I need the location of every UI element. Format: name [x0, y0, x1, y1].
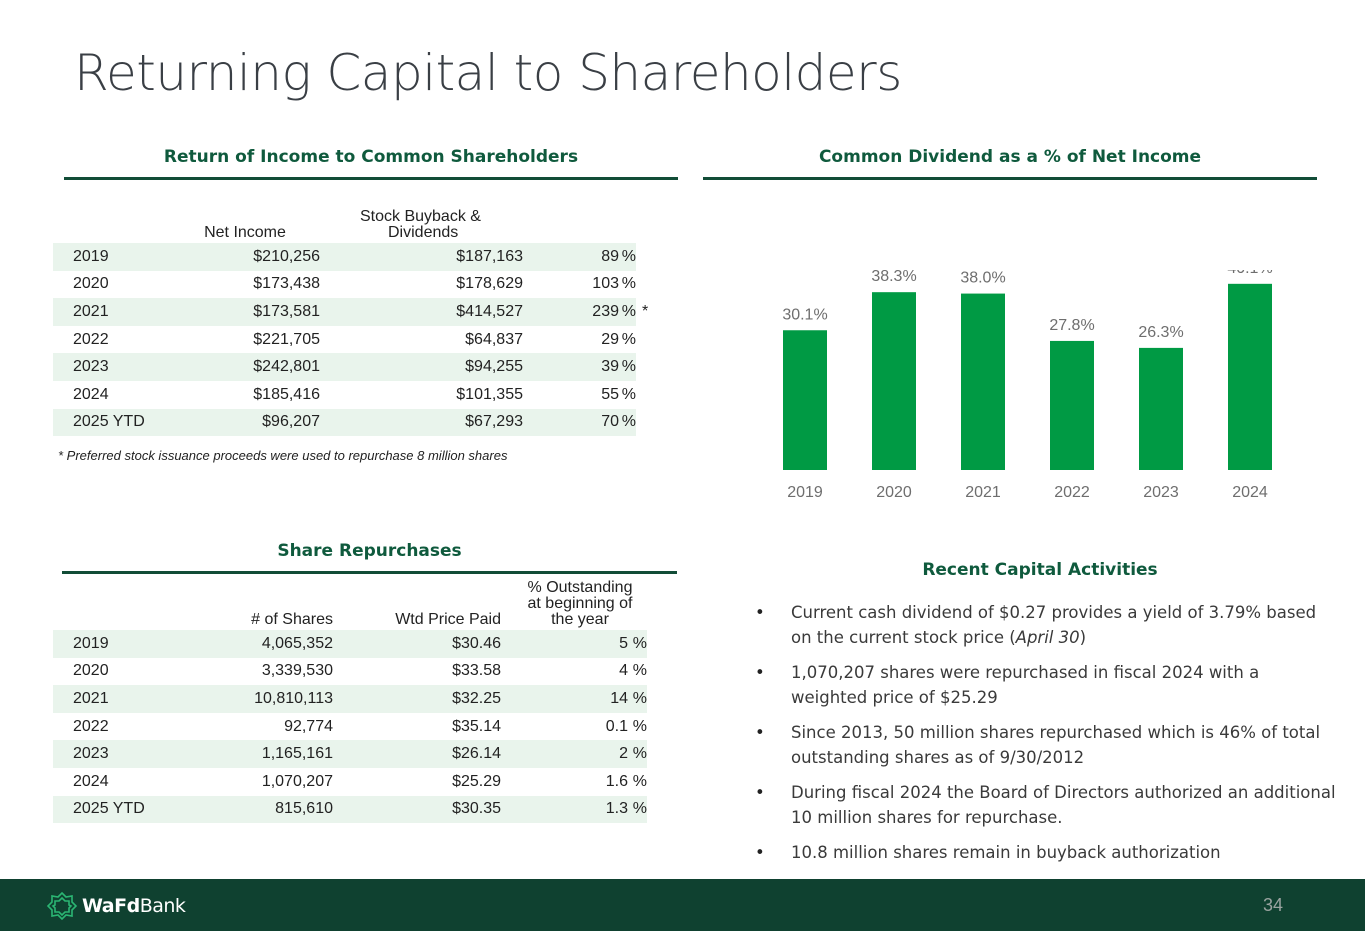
table-row: 2024 1,070,207 $25.29 1.6 % [73, 772, 647, 790]
list-item: • Since 2013, 50 million shares repurcha… [750, 720, 1340, 770]
return-income-heading: Return of Income to Common Shareholders [163, 147, 579, 167]
return-income-table: Net Income Stock Buyback & Dividends 201… [53, 206, 661, 437]
table-row: 2023 1,165,161 $26.14 2 % [53, 740, 647, 768]
bar-2021 [961, 293, 1005, 470]
dividend-bar-chart: 30.1% 2019 38.3% 2020 38.0% 2021 27.8% 2022 26.3… [782, 270, 1272, 501]
table-row: 2021 10,810,113 $32.25 14 % [53, 685, 647, 713]
dividend-chart-rule [703, 177, 1317, 180]
list-item: • 1,070,207 shares were repurchased in f… [750, 660, 1340, 710]
list-item: • 10.8 million shares remain in buyback … [750, 840, 1340, 865]
bullet-icon: • [755, 723, 765, 742]
table-row: 2022 $221,705 $64,837 29 % [73, 330, 636, 348]
return-income-rule [64, 177, 678, 180]
data-label-2022: 27.8% [1049, 317, 1094, 334]
share-repurchases-heading: Share Repurchases [277, 541, 462, 561]
x-tick-2022: 2022 [1054, 484, 1090, 501]
bullet-icon: • [755, 843, 765, 862]
col-header-buyback: Stock Buyback & Dividends [360, 208, 481, 241]
col-header-net-income: Net Income [204, 224, 286, 241]
share-repurchases-rule [62, 571, 677, 574]
data-label-2021: 38.0% [960, 270, 1005, 287]
bar-2023 [1139, 347, 1183, 470]
data-label-2023: 26.3% [1138, 324, 1183, 341]
col-header-shares: # of Shares [251, 611, 333, 628]
x-tick-2021: 2021 [965, 484, 1001, 501]
bullet-icon: • [755, 663, 765, 682]
bar-2019 [783, 330, 827, 470]
bar-2022 [1050, 340, 1094, 470]
table-row: 2022 92,774 $35.14 0.1 % [73, 717, 647, 735]
footer-bar: WaFdBank 34 [0, 879, 1365, 931]
x-tick-2019: 2019 [787, 484, 823, 501]
list-item: • Current cash dividend of $0.27 provide… [750, 600, 1340, 650]
data-label-2020: 38.3% [871, 270, 916, 285]
table-row: 2020 3,339,530 $33.58 4 % [73, 662, 647, 680]
footnote: * Preferred stock issuance proceeds were… [58, 448, 508, 463]
bar-2020 [872, 292, 916, 470]
table-row: 2025 YTD $96,207 $67,293 70 % [53, 408, 661, 437]
bar-2024 [1228, 283, 1272, 470]
footnote-marker: * [642, 302, 649, 320]
bullet-icon: • [755, 783, 765, 802]
page-title: Returning Capital to Shareholders [74, 44, 902, 102]
table-row: 2023 $242,801 $94,255 39 % [53, 353, 661, 381]
share-repurchases-table: # of Shares Wtd Price Paid % Outstanding… [53, 576, 647, 824]
col-header-price: Wtd Price Paid [395, 611, 501, 628]
data-label-2019: 30.1% [782, 306, 827, 323]
page-number: 34 [1262, 895, 1283, 915]
x-tick-2020: 2020 [876, 484, 912, 501]
table-row: 2020 $173,438 $178,629 103 % [73, 275, 636, 293]
recent-activities-heading: Recent Capital Activities [922, 560, 1158, 580]
bullet-icon: • [755, 603, 765, 622]
recent-activities-list: • Current cash dividend of $0.27 provide… [750, 600, 1340, 875]
table-row: 2019 $210,256 $187,163 89 % [53, 243, 661, 271]
table-row: 2021 $173,581 $414,527 239 % * [53, 298, 661, 326]
table-row: 2025 YTD 815,610 $30.35 1.3 % [53, 795, 647, 824]
wafd-emblem-icon [46, 891, 78, 921]
table-row: 2019 4,065,352 $30.46 5 % [53, 630, 647, 658]
table-row: 2024 $185,416 $101,355 55 % [73, 385, 636, 403]
data-label-2024: 40.1% [1227, 270, 1272, 277]
wafd-bank-logo: WaFdBank [46, 891, 186, 921]
dividend-chart-heading: Common Dividend as a % of Net Income [818, 147, 1202, 167]
x-tick-2024: 2024 [1232, 484, 1268, 501]
col-header-pct-outstanding: % Outstanding at beginning of the year [527, 579, 633, 628]
x-tick-2023: 2023 [1143, 484, 1179, 501]
list-item: • During fiscal 2024 the Board of Direct… [750, 780, 1340, 830]
